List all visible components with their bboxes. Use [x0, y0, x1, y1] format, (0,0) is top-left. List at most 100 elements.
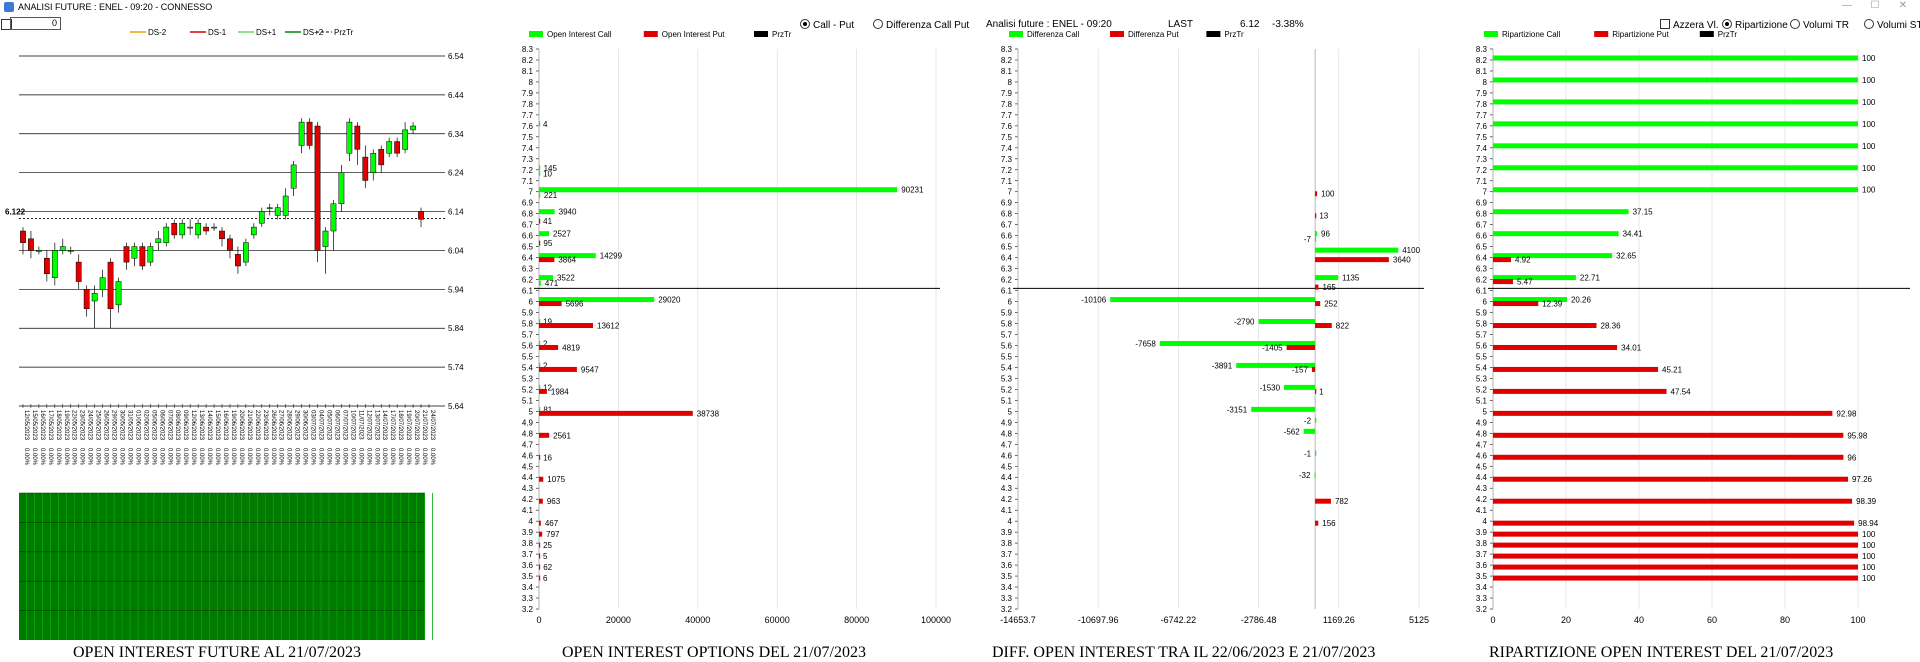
options-y-label: 4.5: [522, 462, 534, 471]
candle-body: [227, 238, 233, 251]
last-label: LAST: [1168, 19, 1194, 30]
date-label: 30/05/2023: [119, 410, 125, 441]
diff-y-label: 7.8: [1001, 100, 1013, 109]
radio-diff-call-put[interactable]: Differenza Call Put: [873, 19, 969, 31]
options-put-bar: [539, 366, 577, 372]
diff-y-label: 7.7: [1001, 111, 1013, 120]
ripartizione-put-bar: [1493, 257, 1511, 263]
volume-pct-label: 0.00%: [286, 448, 292, 466]
radio-call-put[interactable]: Call - Put: [800, 19, 854, 31]
options-x-label: 100000: [921, 615, 951, 625]
candle-body: [346, 121, 353, 154]
options-y-label: 7: [529, 188, 534, 197]
candle-body: [36, 250, 42, 252]
volume-pct-label: 0.00%: [79, 448, 85, 466]
candle-body: [75, 261, 82, 282]
ripartizione-put-value: 96: [1847, 453, 1856, 462]
date-label: 24/05/2023: [87, 410, 93, 441]
left-checkbox[interactable]: [1, 19, 12, 30]
diff-put-bar: [1315, 213, 1317, 219]
maximize-button[interactable]: ☐: [1870, 0, 1880, 11]
y-tick-label: 6.14: [448, 208, 464, 217]
date-label: 29/05/2023: [111, 410, 117, 441]
volume-pct-label: 0.00%: [158, 448, 164, 466]
ripartizione-y-label: 4.3: [1476, 484, 1488, 493]
diff-put-bar: [1315, 323, 1332, 329]
diff-y-label: 4.2: [1001, 495, 1013, 504]
close-button[interactable]: ✕: [1898, 0, 1908, 11]
y-tick-label: 6.44: [448, 91, 464, 100]
date-label: 12/06/2023: [190, 410, 196, 441]
options-put-bar: [539, 323, 594, 329]
ripartizione-y-label: 5: [1483, 407, 1488, 416]
options-y-label: 3.2: [522, 605, 534, 614]
diff-call-value: -10106: [1081, 296, 1106, 305]
options-put-value: 467: [545, 519, 559, 528]
volume-pct-label: 0.00%: [95, 448, 101, 466]
y-tick-label: 6.34: [448, 130, 464, 139]
candle-body: [298, 121, 305, 146]
value-input[interactable]: 0: [10, 17, 61, 30]
options-call-bar: [539, 275, 553, 281]
volume-pct-label: 0.00%: [174, 448, 180, 466]
radio-ripartizione[interactable]: Ripartizione: [1722, 19, 1788, 31]
options-put-bar: [539, 257, 555, 263]
y-tick-label: 6.04: [448, 246, 464, 255]
last-value: 6.12: [1240, 19, 1260, 30]
ripartizione-y-label: 5.6: [1476, 341, 1488, 350]
volume-pct-label: 0.00%: [389, 448, 395, 466]
y-tick-label: 5.94: [448, 285, 464, 294]
ripartizione-put-value: 100: [1862, 552, 1876, 561]
ripartizione-put-value: 97.26: [1852, 475, 1873, 484]
candle-body: [67, 250, 74, 252]
date-label: 13/07/2023: [373, 410, 379, 441]
diff-put-bar: [1315, 520, 1319, 526]
options-call-bar: [539, 170, 541, 176]
radio-empty-icon: [1864, 19, 1874, 29]
candle-body: [99, 277, 106, 290]
volume-pct-label: 0.00%: [198, 448, 204, 466]
radio-volumi-st[interactable]: Volumi ST: [1864, 19, 1920, 31]
candle-body: [20, 230, 26, 243]
diff-y-label: 7.4: [1001, 144, 1013, 153]
azzera-checkbox[interactable]: Azzera Vl.: [1660, 19, 1719, 31]
date-label: 17/05/2023: [47, 410, 53, 441]
date-label: 31/05/2023: [126, 410, 132, 441]
ripartizione-put-bar: [1493, 301, 1539, 307]
options-y-label: 7.4: [522, 144, 534, 153]
diff-y-label: 6.6: [1001, 232, 1013, 241]
diff-y-label: 5: [1008, 407, 1013, 416]
volume-pct-label: 0.00%: [397, 448, 403, 466]
candle-body: [171, 222, 178, 236]
candle-body: [83, 289, 90, 310]
y-tick-label: 6.24: [448, 169, 464, 178]
candle-body: [211, 226, 217, 229]
options-call-bar: [539, 297, 655, 303]
options-y-label: 3.7: [522, 550, 534, 559]
ripartizione-legend-label: PrzTr: [1718, 30, 1738, 39]
date-label: 30/06/2023: [302, 410, 308, 441]
ripartizione-call-value: 100: [1862, 98, 1876, 107]
diff-call-bar: [1258, 319, 1316, 325]
diff-y-label: 4.9: [1001, 418, 1013, 427]
radio-volumi-tr[interactable]: Volumi TR: [1790, 19, 1849, 31]
minimize-button[interactable]: —: [1842, 0, 1852, 11]
ripartizione-put-bar: [1493, 366, 1659, 372]
ripartizione-y-label: 4.1: [1476, 506, 1488, 515]
candle-body: [195, 222, 201, 236]
ripartizione-y-label: 5.4: [1476, 363, 1488, 372]
volume-pct-label: 0.00%: [23, 448, 29, 466]
volume-pct-label: 0.00%: [318, 448, 324, 466]
ripartizione-y-label: 3.6: [1476, 561, 1488, 570]
options-call-value: 3522: [557, 274, 575, 283]
diff-call-bar: [1315, 247, 1399, 253]
radio-empty-icon: [873, 19, 883, 29]
date-label: 23/06/2023: [262, 410, 268, 441]
ripartizione-x-label: 40: [1634, 615, 1644, 625]
options-y-label: 6.9: [522, 199, 534, 208]
ripartizione-y-label: 6.7: [1476, 221, 1488, 230]
diff-y-label: 3.5: [1001, 572, 1013, 581]
legend-label: DS+1: [256, 28, 277, 37]
ripartizione-put-bar: [1493, 388, 1667, 394]
date-label: 20/07/2023: [413, 410, 419, 441]
